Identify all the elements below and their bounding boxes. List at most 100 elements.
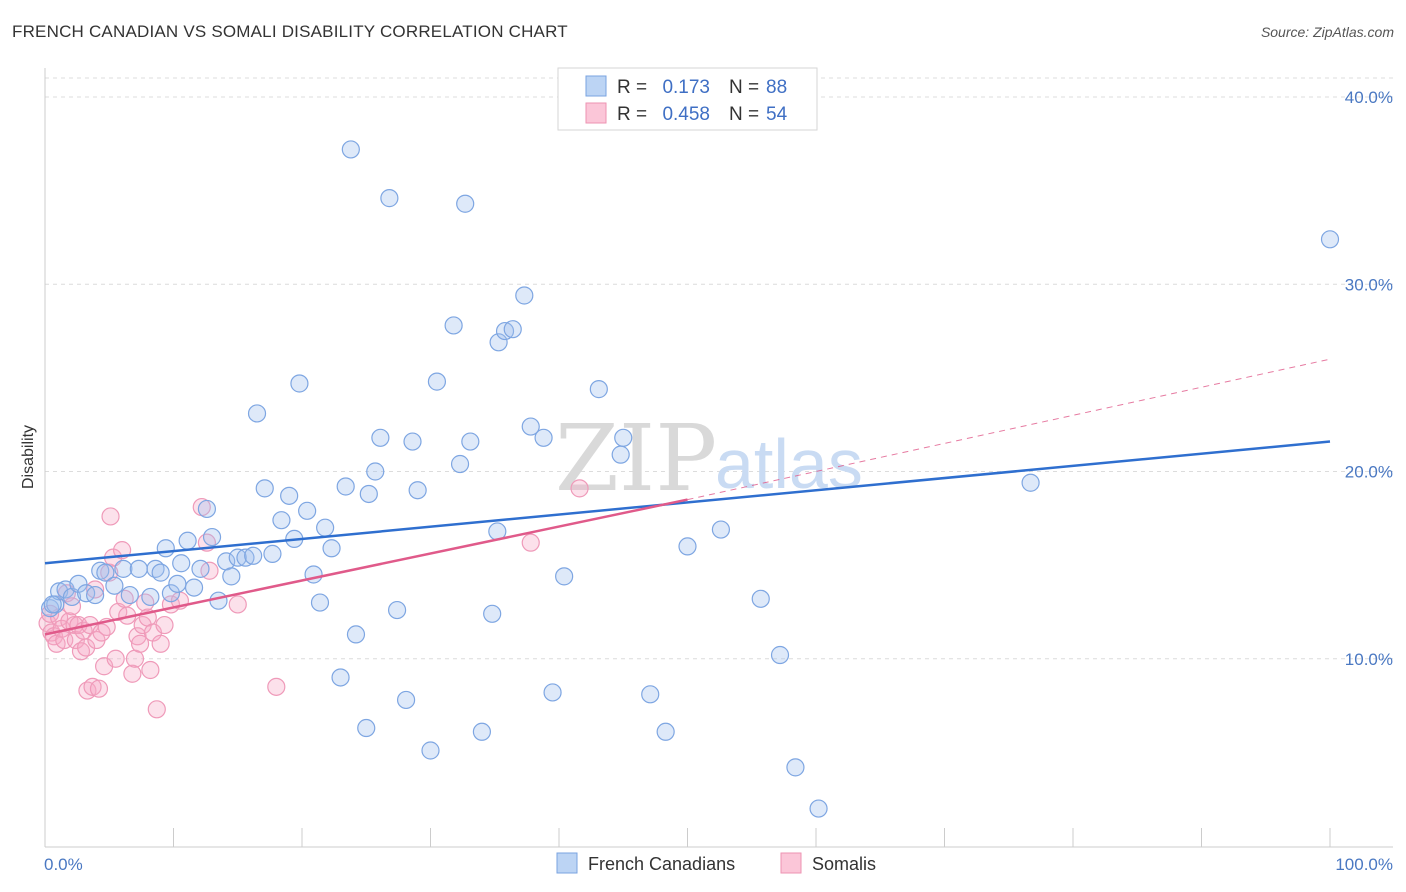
french-canadian-point-14 <box>141 587 160 607</box>
somali-point-37 <box>130 634 150 653</box>
french-canadian-point-51 <box>371 428 390 447</box>
french-canadian-point-61 <box>456 194 475 213</box>
french-canadian-point-84 <box>809 799 828 818</box>
french-canadian-point-23 <box>191 559 210 578</box>
french-canadian-point-17 <box>156 539 175 558</box>
legend-swatch-french <box>585 75 607 97</box>
french-canadian-point-36 <box>280 486 299 505</box>
somali-point-44 <box>151 634 170 653</box>
french-canadian-point-21 <box>178 531 197 550</box>
french-canadian-point-59 <box>444 316 463 335</box>
somali-points <box>38 479 589 719</box>
legend-swatch-somali <box>585 102 607 124</box>
french-canadian-point-76 <box>614 428 633 447</box>
french-canadian-point-87 <box>43 595 62 614</box>
french-canadian-point-71 <box>534 428 553 447</box>
y-tick-label-20: 20.0% <box>1345 463 1393 482</box>
french-canadian-point-10 <box>105 576 124 595</box>
french-canadian-point-82 <box>770 645 790 665</box>
somali-point-23 <box>92 623 111 642</box>
french-canadian-point-32 <box>247 404 267 423</box>
chart-title: FRENCH CANADIAN VS SOMALI DISABILITY COR… <box>12 22 568 41</box>
somali-trend-line <box>44 498 688 636</box>
french-canadian-point-70 <box>521 417 540 436</box>
french-canadian-point-16 <box>151 563 170 582</box>
y-tick-label-10: 10.0% <box>1345 650 1393 669</box>
french-canadian-point-53 <box>387 600 407 620</box>
somali-point-36 <box>128 627 147 646</box>
french-canadian-point-33 <box>255 479 274 498</box>
somali-point-27 <box>101 507 120 526</box>
french-canadian-point-62 <box>461 432 480 451</box>
french-canadian-point-72 <box>543 683 562 702</box>
french-canadian-point-58 <box>427 372 447 391</box>
somali-point-19 <box>83 677 102 696</box>
legend-n-label-french: N = <box>729 77 759 98</box>
legend-n-value-somali: 54 <box>766 104 788 125</box>
french-canadian-point-49 <box>359 484 378 504</box>
french-canadian-point-69 <box>515 286 534 305</box>
french-canadian-point-4 <box>62 587 82 607</box>
trend-lines <box>44 358 1331 636</box>
french-canadian-point-13 <box>129 559 148 578</box>
somali-point-39 <box>136 593 155 612</box>
french-canadian-trend-line <box>44 440 1331 565</box>
somali-point-52 <box>267 677 286 696</box>
watermark-atlas: atlas <box>715 425 863 503</box>
french-canadian-point-68 <box>503 320 522 339</box>
source-label: Source: ZipAtlas.com <box>1260 24 1394 40</box>
french-canadian-point-29 <box>228 548 247 567</box>
somali-point-34 <box>123 664 142 683</box>
french-canadian-point-54 <box>396 690 416 710</box>
french-canadian-point-20 <box>172 554 191 573</box>
somali-point-43 <box>147 700 166 719</box>
french-canadian-point-60 <box>450 454 470 474</box>
bottom-legend-swatch-somali <box>780 852 802 874</box>
french-canadian-point-78 <box>656 722 675 741</box>
somali-point-29 <box>106 649 125 668</box>
bottom-legend-label-somali: Somalis <box>812 854 876 874</box>
french-canadian-point-47 <box>346 625 366 644</box>
french-canadian-point-46 <box>341 140 360 159</box>
french-canadian-point-39 <box>298 501 317 520</box>
french-canadian-point-56 <box>408 481 427 500</box>
french-canadian-point-43 <box>322 539 341 558</box>
french-canadian-point-22 <box>184 578 204 597</box>
french-canadian-point-28 <box>222 567 241 586</box>
french-canadian-point-57 <box>421 741 440 760</box>
french-canadian-point-83 <box>786 758 805 777</box>
french-canadian-point-34 <box>263 544 282 563</box>
french-canadian-point-31 <box>244 546 263 565</box>
bottom-legend: French Canadians Somalis <box>556 852 876 874</box>
grid-lines <box>45 77 1393 660</box>
french-canadian-point-26 <box>209 591 228 610</box>
axes <box>44 68 1393 848</box>
somali-point-22 <box>89 679 109 698</box>
french-canadian-point-35 <box>272 511 291 530</box>
french-canadian-point-64 <box>483 604 502 623</box>
french-canadian-point-81 <box>751 589 770 608</box>
somali-point-45 <box>155 615 174 635</box>
bottom-legend-swatch-french <box>556 852 578 874</box>
french-canadian-point-79 <box>678 537 697 556</box>
french-canadian-point-73 <box>555 567 574 586</box>
legend: R = 0.173 N = 88 R = 0.458 N = 54 <box>557 67 818 131</box>
french-canadian-point-52 <box>380 189 399 208</box>
french-canadian-point-18 <box>161 584 181 603</box>
french-canadian-point-66 <box>489 333 508 352</box>
x-tick-label-max: 100.0% <box>1335 855 1393 874</box>
french-canadian-point-86 <box>1320 230 1340 249</box>
french-canadian-point-80 <box>711 520 731 539</box>
watermark-zip: ZIP <box>555 405 717 512</box>
somali-point-30 <box>109 602 128 622</box>
french-canadian-point-42 <box>316 518 335 537</box>
somali-point-41 <box>141 660 160 680</box>
french-canadian-point-7 <box>86 585 105 605</box>
french-canadian-point-77 <box>641 685 660 704</box>
french-canadian-point-11 <box>114 559 133 578</box>
french-canadian-point-44 <box>331 668 350 687</box>
french-canadian-point-63 <box>472 722 491 741</box>
legend-n-value-french: 88 <box>766 77 787 98</box>
somali-point-53 <box>521 533 540 552</box>
